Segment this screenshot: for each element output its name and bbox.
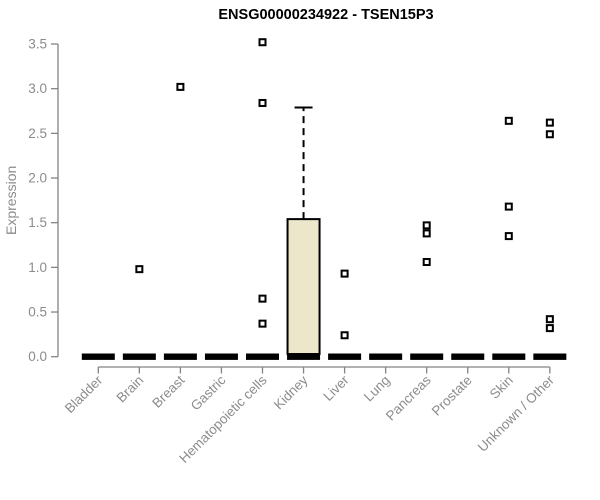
- y-tick-label: 0.5: [28, 305, 47, 320]
- x-tick-label: Unknown / Other: [475, 372, 558, 455]
- chart-title: ENSG00000234922 - TSEN15P3: [218, 7, 434, 23]
- boxplot-brain: [122, 265, 156, 360]
- outlier-point: [176, 82, 185, 91]
- boxplot-kidney: [286, 106, 321, 360]
- x-tick-label: Bladder: [62, 372, 106, 416]
- x-tick-label: Gastric: [188, 372, 229, 413]
- boxplot-unknown-other: [533, 118, 567, 360]
- median-line: [451, 353, 485, 360]
- median-line: [81, 353, 115, 360]
- boxplot-pancreas: [410, 221, 444, 360]
- y-axis-title: Expression: [3, 166, 19, 235]
- median-line: [287, 353, 321, 360]
- x-tick-label: Skin: [487, 373, 516, 402]
- boxplot-bladder: [81, 353, 115, 360]
- median-line: [204, 353, 238, 360]
- median-line: [328, 353, 362, 360]
- outlier-point: [504, 202, 513, 211]
- outlier-point: [258, 38, 267, 47]
- box: [286, 218, 321, 356]
- outlier-point: [135, 265, 144, 274]
- outlier-point: [422, 221, 431, 230]
- outlier-point: [545, 130, 554, 139]
- y-tick-label: 0.0: [28, 349, 47, 364]
- outlier-point: [504, 116, 513, 125]
- boxplot-hematopoietic-cells: [246, 38, 279, 360]
- x-tick-label: Pancreas: [383, 372, 434, 423]
- outlier-point: [545, 315, 554, 324]
- y-tick-label: 2.0: [28, 171, 47, 186]
- median-line: [533, 353, 567, 360]
- x-tick-label: Lung: [361, 373, 393, 405]
- outlier-point: [340, 331, 349, 340]
- y-tick-label: 3.0: [28, 81, 47, 96]
- median-line: [369, 353, 403, 360]
- boxplot-prostate: [451, 353, 485, 360]
- x-tick-label: Liver: [320, 372, 352, 404]
- outlier-point: [545, 324, 554, 333]
- x-tick-label: Prostate: [429, 373, 475, 419]
- outlier-point: [422, 229, 431, 238]
- outlier-point: [422, 257, 431, 266]
- median-line: [122, 353, 156, 360]
- boxplot-skin: [492, 116, 526, 360]
- x-tick-label: Brain: [114, 373, 147, 406]
- outlier-point: [258, 319, 267, 328]
- boxplot-liver: [328, 269, 362, 360]
- outlier-point: [504, 232, 513, 241]
- median-line: [163, 353, 197, 360]
- outlier-point: [340, 269, 349, 278]
- median-line: [410, 353, 444, 360]
- median-line: [246, 353, 279, 360]
- y-tick-label: 2.5: [28, 126, 47, 141]
- outlier-point: [258, 98, 267, 107]
- x-tick-label: Kidney: [271, 372, 311, 412]
- boxplot-gastric: [204, 353, 238, 360]
- x-tick-label: Breast: [149, 372, 187, 410]
- y-tick-label: 1.5: [28, 215, 47, 230]
- outlier-point: [258, 294, 267, 303]
- y-tick-label: 1.0: [28, 260, 47, 275]
- boxplot-lung: [369, 353, 403, 360]
- median-line: [492, 353, 526, 360]
- y-axis: 0.0 0.5 1.0 1.5 2.0 2.5 3.0 3.5 Expression: [3, 37, 59, 364]
- boxplot-breast: [163, 82, 197, 360]
- outlier-point: [545, 118, 554, 127]
- y-tick-label: 3.5: [28, 37, 47, 52]
